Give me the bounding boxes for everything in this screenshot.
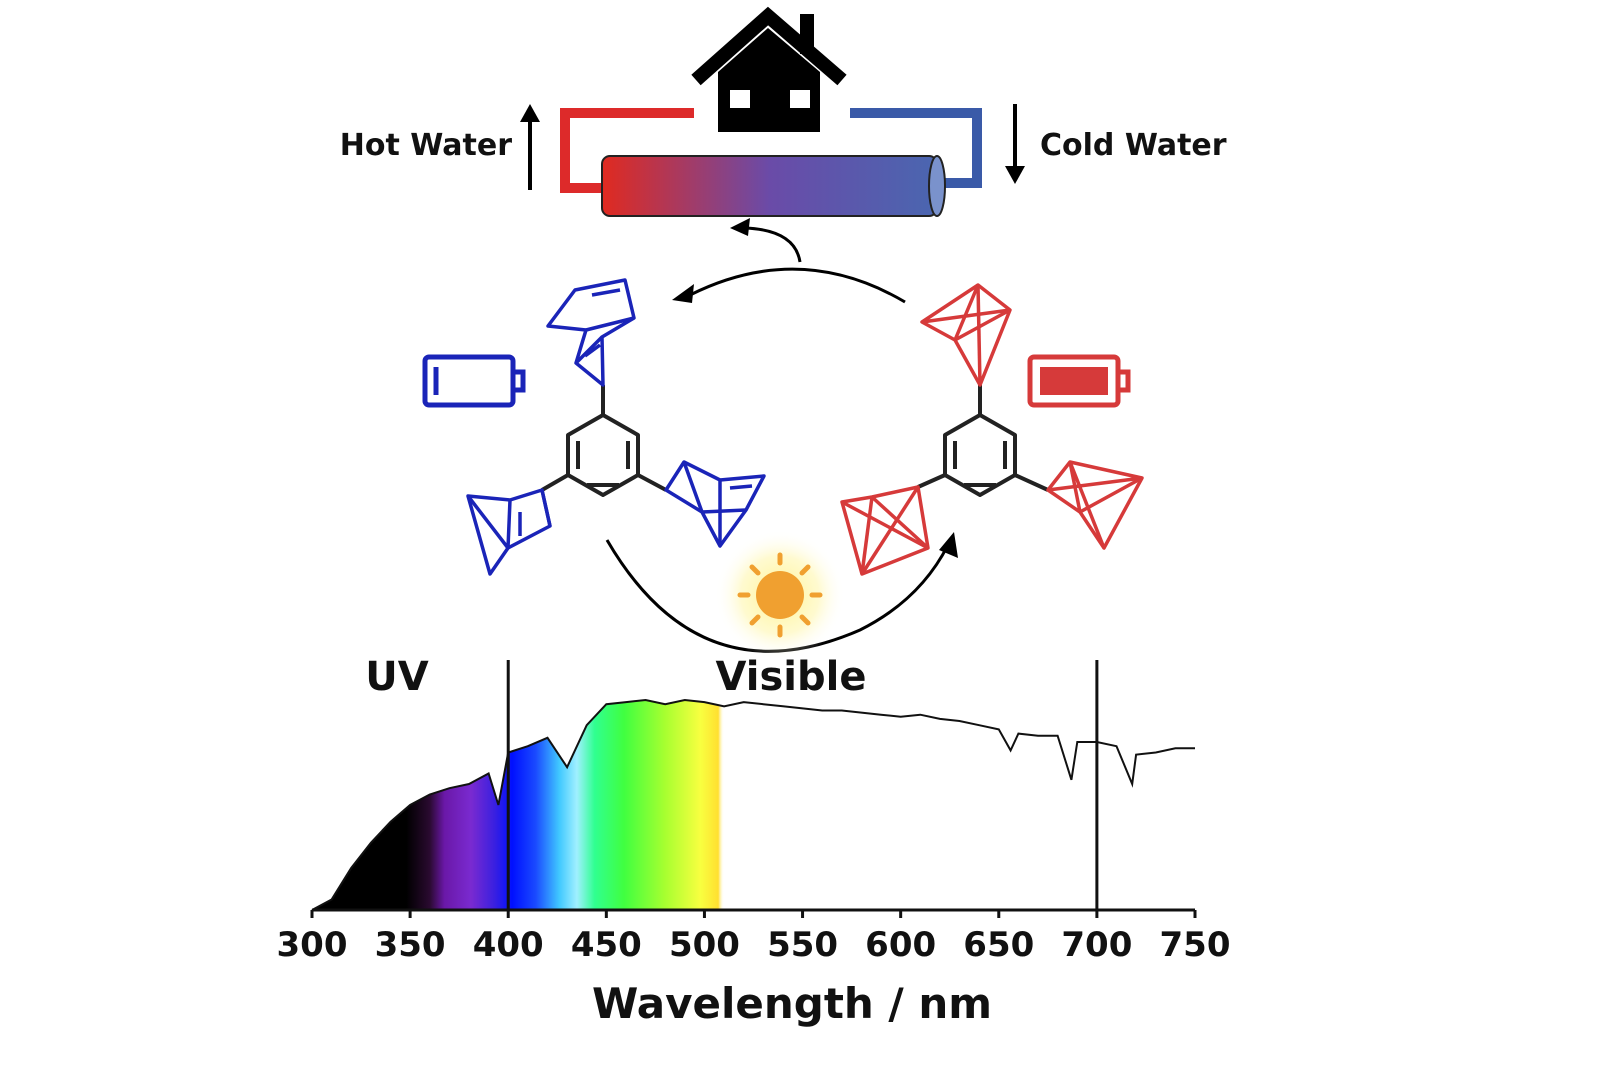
visible-region-label: Visible <box>716 654 867 700</box>
hot-water-label: Hot Water <box>340 128 512 163</box>
heat-exchanger-tube-icon <box>601 155 946 217</box>
x-tick-label: 600 <box>865 925 936 965</box>
x-tick-label: 350 <box>375 925 446 965</box>
norbornadiene-molecule <box>466 278 766 576</box>
heat-release-arrow <box>689 226 906 304</box>
hot-water-pipe <box>560 108 694 193</box>
x-tick-label: 450 <box>571 925 642 965</box>
x-tick-label: 400 <box>473 925 544 965</box>
x-axis-title: Wavelength / nm <box>592 979 992 1028</box>
x-tick-label: 750 <box>1160 925 1231 965</box>
x-tick-label: 650 <box>963 925 1034 965</box>
hot-water-arrow <box>520 104 540 190</box>
cold-water-pipe <box>850 108 982 188</box>
x-tick-label: 500 <box>669 925 740 965</box>
house-icon <box>691 6 847 132</box>
region-boundaries <box>506 660 1099 910</box>
quadricyclane-molecule <box>840 283 1144 576</box>
uv-region-label: UV <box>365 654 428 700</box>
heat-to-tube-arrowhead <box>730 218 750 236</box>
cold-water-label: Cold Water <box>1040 128 1227 163</box>
x-tick-label: 550 <box>767 925 838 965</box>
empty-battery-icon <box>422 354 526 408</box>
spectrum-curve <box>311 698 1195 911</box>
photoconversion-arrowhead <box>939 532 958 558</box>
spectrum-fill-area <box>312 700 901 910</box>
x-tick-label: 700 <box>1061 925 1132 965</box>
sun-icon <box>715 530 845 660</box>
cold-water-arrow <box>1005 104 1025 184</box>
solar-spectrum-chart: 300 350 400 450 500 550 600 650 700 750 <box>277 660 1231 965</box>
x-tick-label: 300 <box>277 925 348 965</box>
heat-release-arrowhead <box>672 284 694 303</box>
x-axis-ticks: 300 350 400 450 500 550 600 650 700 750 <box>277 910 1231 965</box>
full-battery-icon <box>1027 354 1131 408</box>
